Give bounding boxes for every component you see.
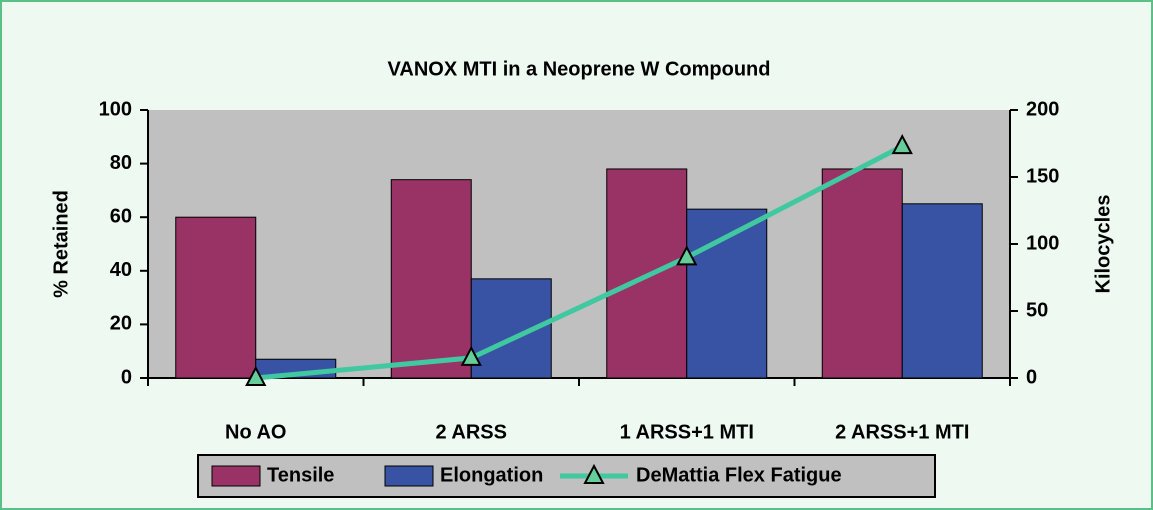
y2-axis-label: Kilocycles bbox=[1092, 195, 1114, 294]
y-tick-label: 0 bbox=[121, 366, 132, 388]
legend-swatch bbox=[384, 465, 434, 487]
legend-marker bbox=[583, 463, 605, 484]
y-tick-label: 40 bbox=[110, 259, 132, 281]
bar bbox=[175, 216, 257, 379]
y-axis-label: % Retained bbox=[50, 190, 72, 298]
legend-label: Elongation bbox=[440, 464, 543, 486]
y-tick-label: 60 bbox=[110, 205, 132, 227]
y-tick-label: 100 bbox=[99, 98, 132, 120]
legend-label: DeMattia Flex Fatigue bbox=[636, 464, 842, 486]
x-tick-label: 2 ARSS+1 MTI bbox=[835, 421, 969, 443]
legend-swatch bbox=[211, 465, 261, 487]
y2-tick-label: 100 bbox=[1026, 232, 1059, 254]
line-marker bbox=[460, 345, 482, 366]
chart-title: VANOX MTI in a Neoprene W Compound bbox=[388, 58, 771, 80]
y-tick-label: 80 bbox=[110, 152, 132, 174]
bar bbox=[390, 179, 472, 379]
line-marker bbox=[245, 365, 267, 386]
bar bbox=[821, 168, 903, 379]
line bbox=[255, 143, 904, 381]
x-tick-label: No AO bbox=[225, 421, 286, 443]
bar bbox=[901, 203, 983, 379]
line-marker bbox=[676, 245, 698, 266]
y-tick-label: 20 bbox=[110, 313, 132, 335]
y2-tick-label: 50 bbox=[1026, 299, 1048, 321]
y2-tick-label: 150 bbox=[1026, 165, 1059, 187]
x-tick-label: 1 ARSS+1 MTI bbox=[620, 421, 754, 443]
line-marker bbox=[891, 134, 913, 155]
y2-tick-label: 0 bbox=[1026, 366, 1037, 388]
x-tick-label: 2 ARSS bbox=[435, 421, 507, 443]
y2-tick-label: 200 bbox=[1026, 98, 1059, 120]
legend-label: Tensile bbox=[267, 464, 334, 486]
